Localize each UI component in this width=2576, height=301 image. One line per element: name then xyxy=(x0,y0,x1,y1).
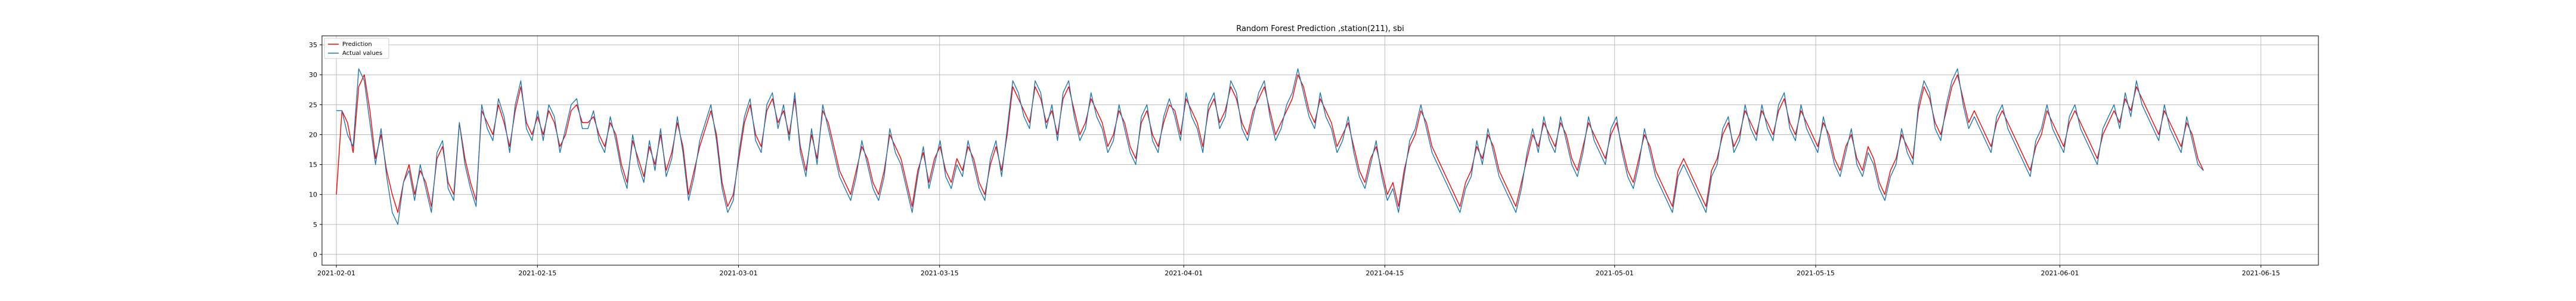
plot-frame xyxy=(321,35,2319,266)
y-tick-label: 10 xyxy=(309,191,317,199)
chart-title: Random Forest Prediction ,station(211), … xyxy=(1236,24,1404,33)
x-tick-label: 2021-02-15 xyxy=(518,269,556,277)
y-tick-label: 20 xyxy=(309,131,317,139)
y-tick-label: 5 xyxy=(313,221,317,229)
x-axis: 2021-02-01 2021-02-15 2021-03-01 2021-03-15… xyxy=(317,265,2280,277)
grid xyxy=(322,36,2318,265)
x-tick-label: 2021-05-01 xyxy=(1596,269,1634,277)
legend: Prediction Actual values xyxy=(324,38,389,59)
x-tick-label: 2021-04-15 xyxy=(1366,269,1404,277)
series-layer xyxy=(336,68,2204,225)
series-line-actual-values xyxy=(336,68,2204,225)
x-tick-label: 2021-03-01 xyxy=(720,269,758,277)
y-axis: 0 5 10 15 20 25 30 35 xyxy=(309,41,322,259)
y-tick-label: 15 xyxy=(309,161,317,169)
x-tick-label: 2021-06-15 xyxy=(2242,269,2280,277)
x-tick-label: 2021-03-15 xyxy=(921,269,959,277)
y-tick-label: 0 xyxy=(313,251,317,259)
legend-label-actual-values: Actual values xyxy=(342,50,382,57)
x-tick-label: 2021-05-15 xyxy=(1797,269,1835,277)
legend-box xyxy=(324,38,389,59)
y-tick-label: 25 xyxy=(309,101,317,109)
legend-label-prediction: Prediction xyxy=(342,41,372,48)
x-tick-label: 2021-02-01 xyxy=(317,269,355,277)
x-tick-label: 2021-06-01 xyxy=(2041,269,2079,277)
x-tick-label: 2021-04-01 xyxy=(1165,269,1203,277)
y-tick-label: 30 xyxy=(309,71,317,79)
y-tick-label: 35 xyxy=(309,41,317,49)
